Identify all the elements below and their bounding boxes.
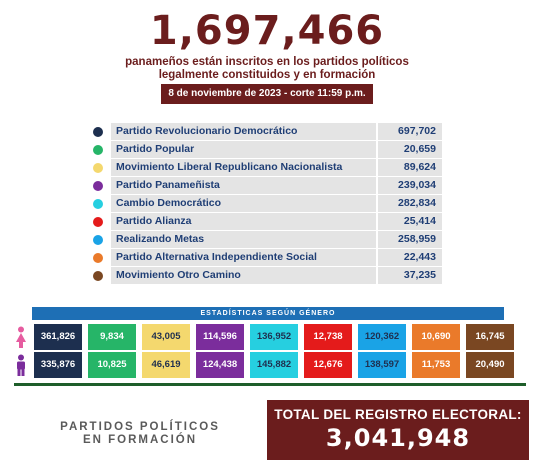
party-value: 282,834 bbox=[378, 195, 442, 212]
party-color-dot bbox=[93, 217, 103, 227]
male-count-cell: 138,597 bbox=[358, 352, 406, 378]
party-value: 20,659 bbox=[378, 141, 442, 158]
party-name: Cambio Democrático bbox=[111, 195, 376, 212]
male-count-cell: 124,438 bbox=[196, 352, 244, 378]
female-count-cell: 9,834 bbox=[88, 324, 136, 350]
party-value: 22,443 bbox=[378, 249, 442, 266]
divider-line bbox=[14, 383, 526, 386]
party-name: Realizando Metas bbox=[111, 231, 376, 248]
party-color-dot bbox=[93, 163, 103, 173]
female-count-cell: 10,690 bbox=[412, 324, 460, 350]
party-name: Partido Revolucionario Democrático bbox=[111, 123, 376, 140]
gender-stats-title: ESTADÍSTICAS SEGÚN GÉNERO bbox=[32, 307, 504, 320]
male-count-cell: 145,882 bbox=[250, 352, 298, 378]
female-count-cell: 12,738 bbox=[304, 324, 352, 350]
party-color-dot bbox=[93, 235, 103, 245]
male-count-cell: 46,619 bbox=[142, 352, 190, 378]
male-count-cell: 12,676 bbox=[304, 352, 352, 378]
male-icon bbox=[17, 354, 25, 376]
female-count-cell: 114,596 bbox=[196, 324, 244, 350]
party-name: Partido Panameñista bbox=[111, 177, 376, 194]
party-color-dot bbox=[93, 271, 103, 281]
party-row: Partido Popular 20,659 bbox=[86, 141, 442, 159]
female-count-cell: 43,005 bbox=[142, 324, 190, 350]
male-count-cell: 335,876 bbox=[34, 352, 82, 378]
party-row: Partido Alianza 25,414 bbox=[86, 213, 442, 231]
party-value: 89,624 bbox=[378, 159, 442, 176]
female-count-cell: 361,826 bbox=[34, 324, 82, 350]
party-row: Partido Revolucionario Democrático 697,70… bbox=[86, 123, 442, 141]
formation-line-1: PARTIDOS POLÍTICOS bbox=[60, 421, 220, 433]
party-color-dot bbox=[93, 199, 103, 209]
party-list: Partido Revolucionario Democrático 697,70… bbox=[86, 123, 442, 285]
party-color-dot bbox=[93, 253, 103, 263]
party-value: 258,959 bbox=[378, 231, 442, 248]
female-count-cell: 16,745 bbox=[466, 324, 514, 350]
party-name: Partido Alianza bbox=[111, 213, 376, 230]
formation-parties-label: PARTIDOS POLÍTICOS EN FORMACIÓN bbox=[40, 421, 240, 447]
female-icon bbox=[16, 326, 26, 348]
party-value: 697,702 bbox=[378, 123, 442, 140]
party-name: Movimiento Otro Camino bbox=[111, 267, 376, 284]
party-row: Cambio Democrático 282,834 bbox=[86, 195, 442, 213]
party-row: Realizando Metas 258,959 bbox=[86, 231, 442, 249]
party-name: Partido Alternativa Independiente Social bbox=[111, 249, 376, 266]
party-row: Partido Panameñista 239,034 bbox=[86, 177, 442, 195]
party-name: Movimiento Liberal Republicano Nacionali… bbox=[111, 159, 376, 176]
total-registry-box: TOTAL DEL REGISTRO ELECTORAL: 3,041,948 bbox=[267, 400, 529, 460]
female-count-cell: 136,952 bbox=[250, 324, 298, 350]
male-count-cell: 11,753 bbox=[412, 352, 460, 378]
male-count-cell: 10,825 bbox=[88, 352, 136, 378]
formation-line-2: EN FORMACIÓN bbox=[82, 434, 198, 446]
subtitle-line-1: panameños están inscritos en los partido… bbox=[125, 56, 409, 68]
party-color-dot bbox=[93, 145, 103, 155]
total-value: 3,041,948 bbox=[325, 424, 471, 452]
total-label: TOTAL DEL REGISTRO ELECTORAL: bbox=[274, 407, 522, 422]
female-count-cell: 120,362 bbox=[358, 324, 406, 350]
party-color-dot bbox=[93, 127, 103, 137]
party-name: Partido Popular bbox=[111, 141, 376, 158]
party-row: Movimiento Otro Camino 37,235 bbox=[86, 267, 442, 285]
party-value: 37,235 bbox=[378, 267, 442, 284]
male-count-cell: 20,490 bbox=[466, 352, 514, 378]
date-banner: 8 de noviembre de 2023 - corte 11:59 p.m… bbox=[161, 84, 373, 104]
subtitle-line-2: legalmente constituidos y en formación bbox=[158, 69, 376, 81]
headline-count: 1,697,466 bbox=[149, 8, 385, 54]
female-row: 361,826 9,834 43,005 114,596 136,952 12,738 12… bbox=[14, 324, 520, 350]
party-color-dot bbox=[93, 181, 103, 191]
party-value: 25,414 bbox=[378, 213, 442, 230]
party-value: 239,034 bbox=[378, 177, 442, 194]
party-row: Partido Alternativa Independiente Social… bbox=[86, 249, 442, 267]
male-row: 335,876 10,825 46,619 124,438 145,882 12,676 1… bbox=[14, 352, 520, 378]
party-row: Movimiento Liberal Republicano Nacionali… bbox=[86, 159, 442, 177]
subtitle: panameños están inscritos en los partido… bbox=[0, 56, 534, 82]
